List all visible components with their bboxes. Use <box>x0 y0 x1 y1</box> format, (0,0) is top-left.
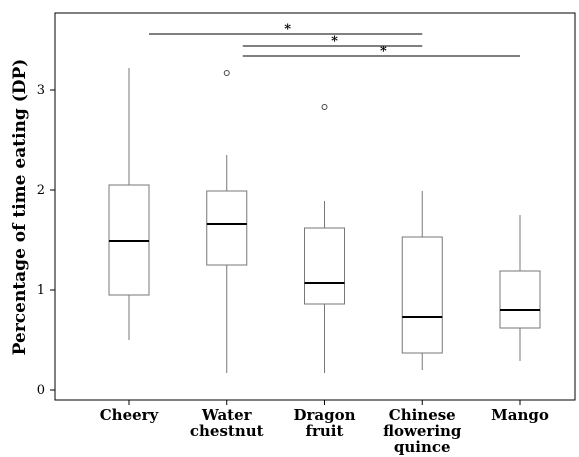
plot-frame <box>54 12 576 401</box>
y-axis-title: Percentage of time eating (DP) <box>10 59 30 356</box>
outlier-point-1-0 <box>223 70 230 76</box>
y-axis-ticks: 0 1 2 3 <box>37 83 55 398</box>
significance-star-0: * <box>284 22 291 37</box>
box-group-2 <box>304 104 345 373</box>
box-group-3 <box>401 191 443 370</box>
box-group-0 <box>108 68 150 340</box>
significance-group: * * * <box>149 22 520 59</box>
box-group-1 <box>206 70 248 373</box>
outlier-point-2-0 <box>321 104 328 110</box>
x-category-label-0: Cheery <box>100 406 160 424</box>
box-1 <box>206 190 248 266</box>
significance-star-2: * <box>380 44 387 59</box>
y-tick-label-1: 1 <box>37 283 45 298</box>
box-3 <box>401 236 443 354</box>
box-4 <box>499 270 541 329</box>
x-category-label-2: Dragon fruit <box>293 406 355 440</box>
boxes-group <box>108 68 541 373</box>
significance-star-1: * <box>331 34 338 49</box>
x-axis-labels: Cheery Water chestnut Dragon fruit Chinese flo… <box>100 400 549 456</box>
box-2 <box>304 227 345 305</box>
x-category-label-4: Mango <box>491 406 549 424</box>
y-tick-label-0: 0 <box>37 383 45 398</box>
x-category-label-3: Chinese flowering quince <box>383 406 462 456</box>
x-category-label-1: Water chestnut <box>190 406 264 440</box>
y-tick-label-2: 2 <box>37 183 45 198</box>
y-tick-label-3: 3 <box>37 83 45 98</box>
box-group-4 <box>499 215 541 361</box>
